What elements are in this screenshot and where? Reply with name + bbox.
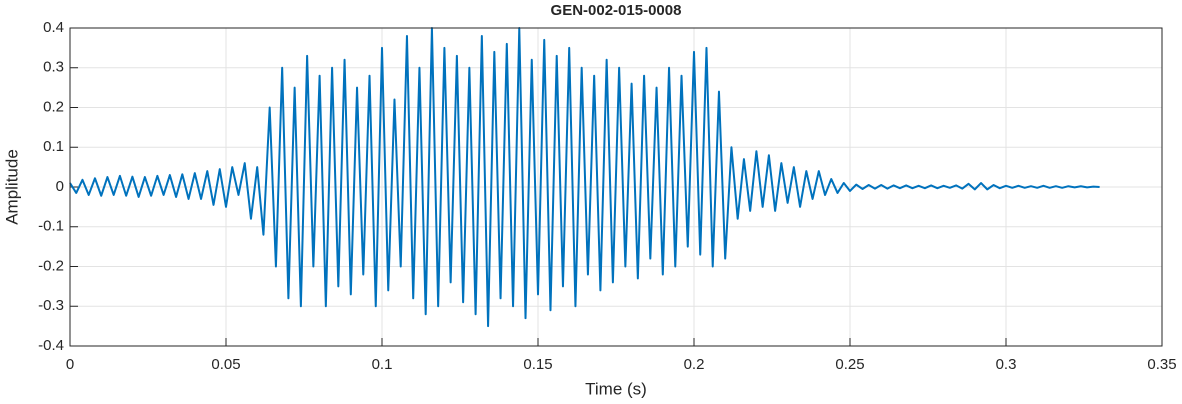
y-tick-label: 0: [56, 178, 64, 195]
x-tick-label: 0.15: [523, 356, 552, 373]
waveform-line: [69, 27, 1100, 328]
y-tick-label: -0.1: [38, 218, 64, 235]
plot-frame: [69, 27, 1163, 347]
y-tick-label: 0.1: [43, 138, 64, 155]
x-tick-label: 0.25: [835, 356, 864, 373]
y-tick-label: 0.3: [43, 59, 64, 76]
y-tick-label: -0.4: [38, 337, 64, 354]
y-tick-label: 0.2: [43, 98, 64, 115]
x-axis-label: Time (s): [585, 379, 647, 398]
x-tick-label: 0.35: [1147, 356, 1176, 373]
x-tick-label: 0.2: [684, 356, 705, 373]
y-tick-label: 0.4: [43, 19, 64, 36]
x-tick-label: 0: [66, 356, 74, 373]
y-tick-label: -0.3: [38, 297, 64, 314]
x-tick-label: 0.3: [996, 356, 1017, 373]
chart-title: GEN-002-015-0008: [551, 2, 682, 19]
x-tick-label: 0.05: [211, 356, 240, 373]
y-axis-label: Amplitude: [2, 149, 21, 225]
x-tick-label: 0.1: [372, 356, 393, 373]
y-tick-label: -0.2: [38, 257, 64, 274]
